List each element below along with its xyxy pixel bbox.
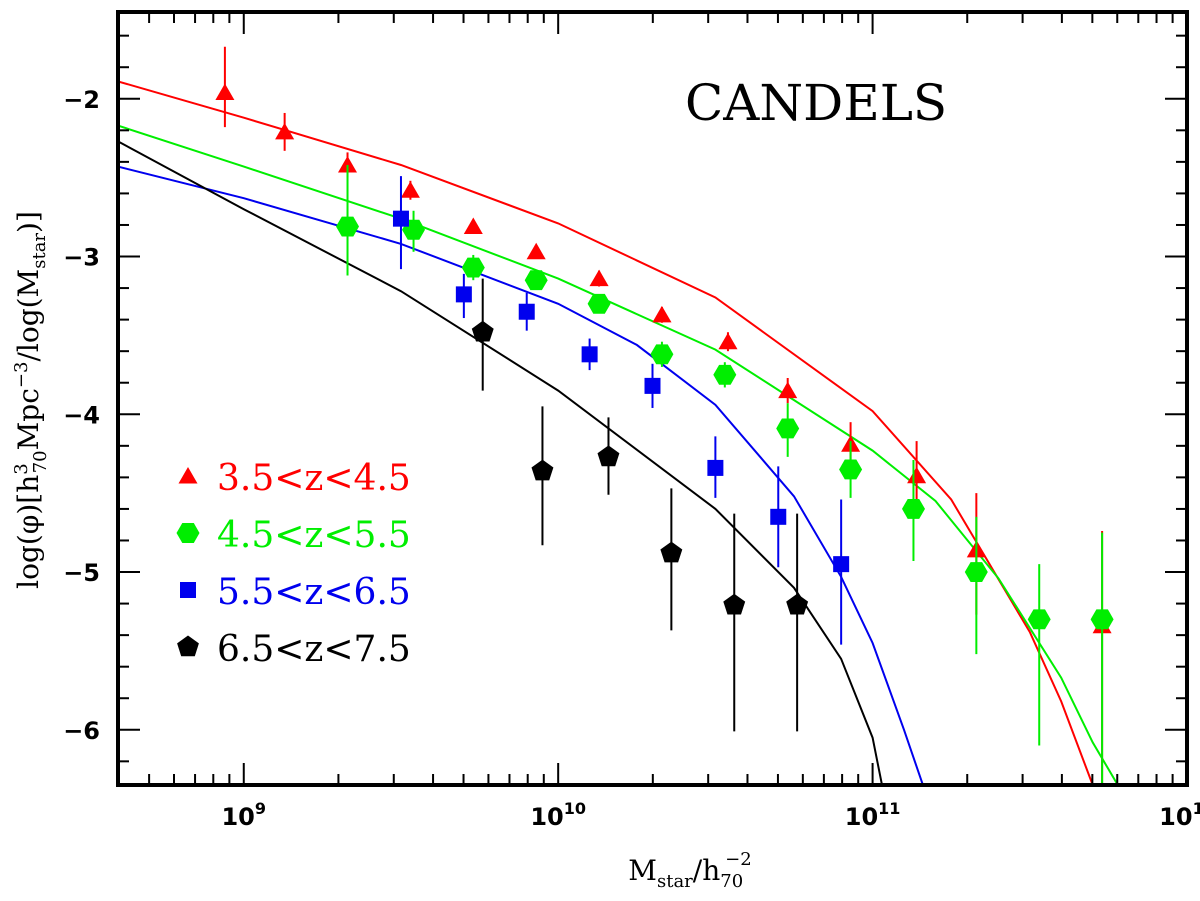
x-tick-label: 1011 [845, 799, 901, 831]
data-point [400, 181, 420, 198]
data-point [589, 269, 609, 287]
data-point [907, 466, 927, 484]
data-point [650, 344, 674, 365]
legend-label: 6.5<z<7.5 [217, 629, 411, 670]
x-axis-label: Mstar/h70−2 [628, 849, 751, 892]
data-point [839, 459, 863, 480]
data-point [338, 156, 357, 173]
fit-curves [118, 80, 1119, 785]
data-point [597, 445, 620, 467]
plot-frame [116, 10, 1189, 787]
y-tick-label: −4 [63, 401, 100, 429]
legend-label: 4.5<z<5.5 [217, 515, 411, 556]
data-point [723, 593, 746, 615]
legend-marker [176, 523, 200, 543]
fit-line-series-4 [118, 140, 883, 785]
data-point [964, 562, 988, 582]
data-point [660, 541, 683, 563]
y-axis-label: log(φ)[h370Mpc−3/log(Mstar)] [11, 211, 51, 589]
y-tick-label: −3 [63, 244, 100, 272]
data-point [902, 499, 925, 519]
data-point [518, 303, 535, 320]
data-point [644, 377, 661, 394]
legend-marker [178, 467, 198, 484]
data-point [776, 418, 800, 439]
data-points [215, 46, 1114, 785]
data-point [652, 305, 672, 323]
data-point [713, 364, 737, 385]
tick-labels: 109 1010 1011 1012 −2 −3 −4 −5 −6 [63, 86, 1200, 831]
data-point [833, 556, 850, 573]
data-point [1027, 609, 1051, 630]
x-tick-label: 109 [221, 799, 266, 831]
legend: 3.5<z<4.5 4.5<z<5.5 5.5<z<6.5 6.5<z<7.5 [176, 458, 411, 670]
data-point [707, 459, 724, 476]
legend-marker [180, 582, 196, 598]
data-point [531, 459, 554, 481]
legend-label: 5.5<z<6.5 [217, 572, 411, 613]
data-point [275, 122, 295, 140]
chart-title: CANDELS [685, 74, 947, 132]
fit-line-series-2 [118, 124, 1119, 785]
data-point [455, 286, 472, 303]
y-tick-label: −6 [63, 717, 100, 745]
fit-line-series-1 [118, 80, 1094, 785]
data-point [526, 242, 546, 260]
y-tick-label: −5 [63, 559, 100, 587]
y-tick-label: −2 [63, 86, 100, 114]
data-point [215, 83, 235, 100]
data-point [471, 320, 494, 342]
data-point [524, 270, 548, 291]
legend-marker [177, 635, 199, 657]
data-point [778, 381, 798, 399]
data-point [581, 346, 598, 363]
data-point [336, 216, 359, 237]
data-point [587, 293, 611, 314]
data-point [770, 508, 787, 525]
data-point [392, 210, 409, 227]
data-point [718, 332, 738, 350]
x-tick-label: 1012 [1159, 799, 1200, 831]
data-point [463, 217, 483, 234]
data-point [786, 593, 809, 615]
data-point [461, 257, 485, 278]
data-point [1090, 609, 1114, 630]
x-tick-label: 1010 [530, 799, 586, 831]
legend-label: 3.5<z<4.5 [217, 458, 411, 499]
